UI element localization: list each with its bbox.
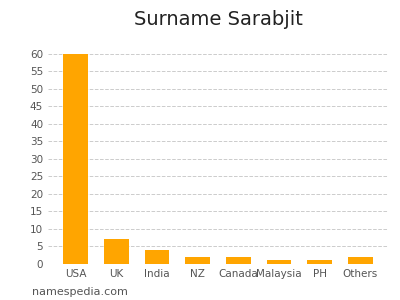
Bar [186, 257, 210, 264]
Bar [145, 250, 169, 264]
Bar [226, 257, 250, 264]
Bar [64, 53, 88, 264]
Bar [267, 260, 291, 264]
Text: namespedia.com: namespedia.com [32, 287, 128, 297]
Bar [348, 257, 372, 264]
Title: Surname Sarabjit: Surname Sarabjit [134, 10, 302, 29]
Bar [104, 239, 128, 264]
Bar [308, 260, 332, 264]
